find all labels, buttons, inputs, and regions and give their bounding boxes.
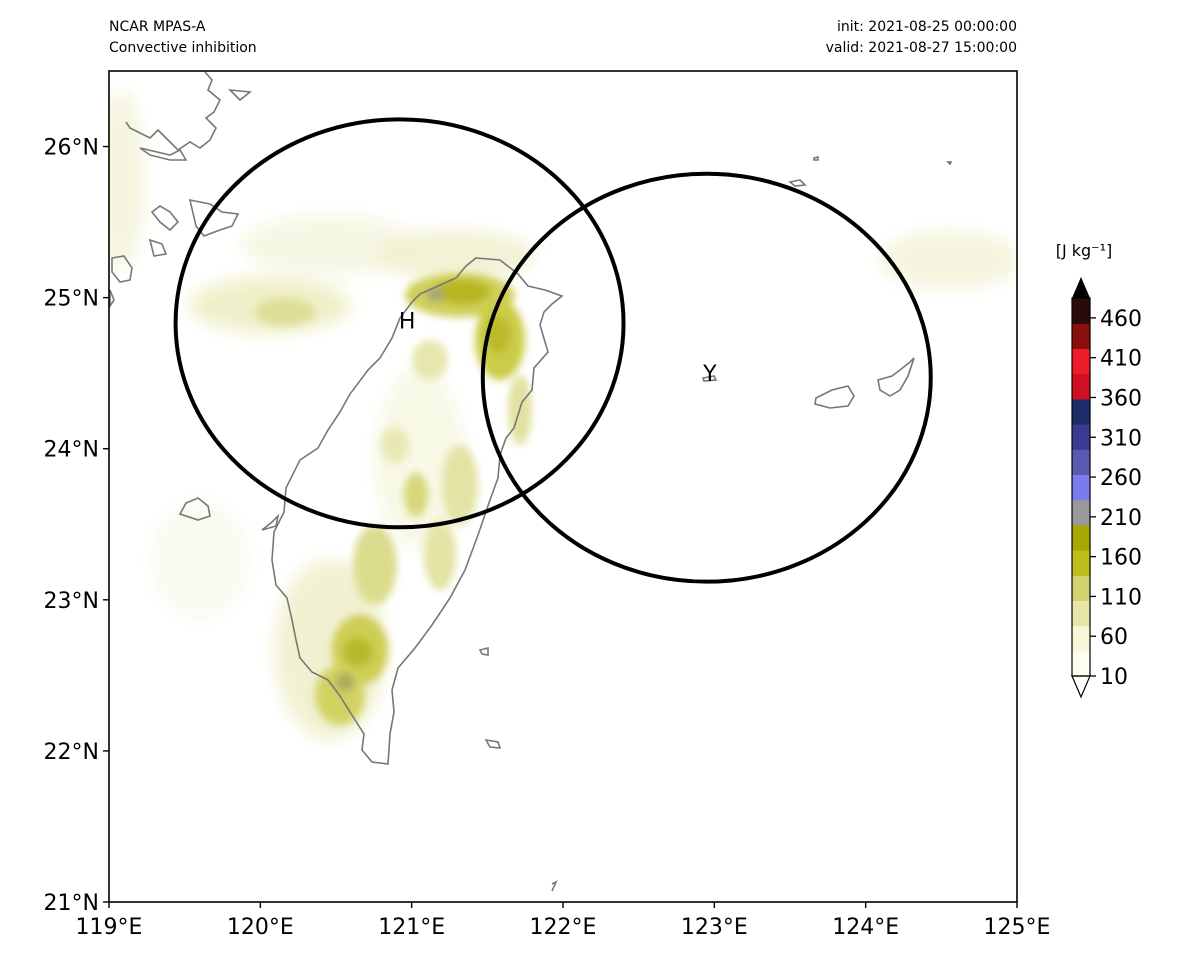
y-tick-label: 25°N <box>44 287 99 312</box>
range-circle-2 <box>480 171 933 584</box>
colorbar-tick-label: 160 <box>1100 546 1142 571</box>
colorbar-band <box>1072 298 1090 324</box>
x-tick-label: 124°E <box>832 915 899 940</box>
colorbar-band <box>1072 550 1090 576</box>
colorbar: [J kg⁻¹] 10 60 110 160 210 260 310 360 410 460 <box>1056 241 1142 699</box>
plot-area <box>109 71 1017 902</box>
colorbar-tick-label: 210 <box>1100 506 1142 531</box>
colorbar-min-extend <box>1071 675 1091 699</box>
x-axis: 119°E 120°E 121°E 122°E 123°E 124°E 125°E <box>76 902 1051 940</box>
colorbar-band <box>1072 449 1090 475</box>
y-tick-label: 24°N <box>44 438 99 463</box>
colorbar-tick-label: 10 <box>1100 665 1128 690</box>
y-tick-label: 26°N <box>44 136 99 161</box>
x-tick-label: 120°E <box>227 915 294 940</box>
colorbar-band <box>1072 474 1090 501</box>
colorbar-band <box>1072 600 1090 627</box>
range-circle-1 <box>173 117 626 530</box>
colorbar-tick-label: 360 <box>1100 386 1142 411</box>
model-name: NCAR MPAS-A <box>109 19 206 35</box>
range-circles <box>173 117 933 584</box>
time-block: init: 2021-08-25 00:00:00 valid: 2021-08… <box>826 17 1017 59</box>
y-tick-label: 22°N <box>44 740 99 765</box>
x-tick-label: 121°E <box>378 915 445 940</box>
colorbar-band <box>1072 424 1090 450</box>
colorbar-frame <box>1071 297 1091 677</box>
field-name: Convective inhibition <box>109 40 257 56</box>
title-block: NCAR MPAS-A Convective inhibition <box>109 17 257 59</box>
x-tick-label: 125°E <box>984 915 1051 940</box>
marker-label-h: H <box>399 309 416 334</box>
y-tick-label: 21°N <box>44 891 99 916</box>
colorbar-unit-label: [J kg⁻¹] <box>1056 241 1113 260</box>
colorbar-band <box>1072 524 1090 551</box>
cin-shading <box>109 90 1017 740</box>
colorbar-band <box>1072 625 1090 652</box>
colorbar-max-extend <box>1072 277 1090 298</box>
colorbar-band <box>1072 398 1090 425</box>
x-tick-label: 122°E <box>530 915 597 940</box>
x-tick-label: 119°E <box>76 915 143 940</box>
marker-labels: HY <box>399 309 717 387</box>
colorbar-band <box>1072 323 1090 349</box>
colorbar-band <box>1072 373 1090 400</box>
colorbar-tick-label: 460 <box>1100 307 1142 332</box>
colorbar-band <box>1072 348 1090 375</box>
colorbar-tick-label: 110 <box>1100 585 1142 610</box>
x-tick-label: 123°E <box>681 915 748 940</box>
colorbar-band <box>1072 650 1090 677</box>
colorbar-tick-label: 310 <box>1100 426 1142 451</box>
colorbar-tick-label: 260 <box>1100 466 1142 491</box>
y-tick-label: 23°N <box>44 589 99 614</box>
init-time: init: 2021-08-25 00:00:00 <box>837 19 1017 35</box>
colorbar-tick-label: 60 <box>1100 625 1128 650</box>
colorbar-band <box>1072 575 1090 601</box>
marker-label-y: Y <box>702 362 717 387</box>
colorbar-band <box>1072 499 1090 526</box>
valid-time: valid: 2021-08-27 15:00:00 <box>825 40 1017 56</box>
colorbar-tick-label: 410 <box>1100 347 1142 372</box>
y-axis: 21°N 22°N 23°N 24°N 25°N 26°N <box>44 136 109 916</box>
